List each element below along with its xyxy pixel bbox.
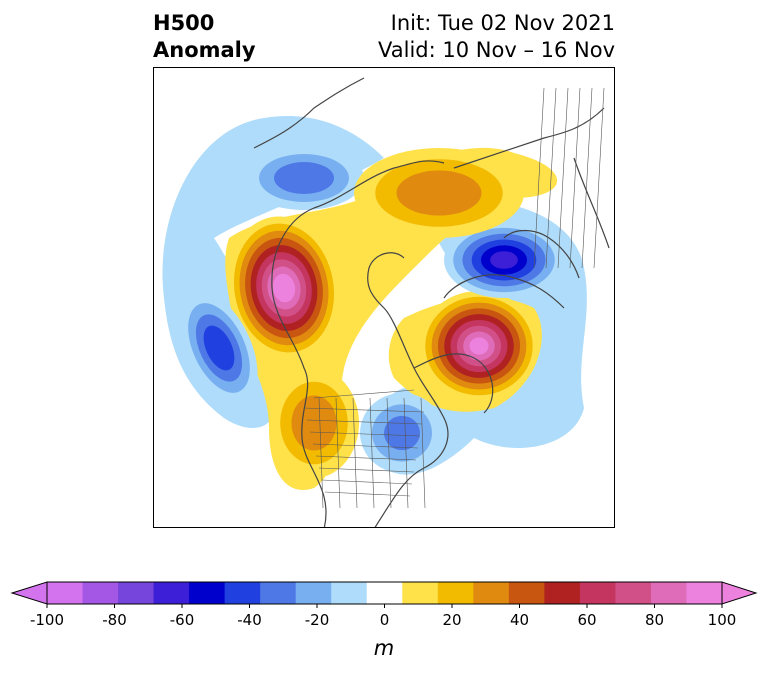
colorbar-segment <box>295 582 332 604</box>
colorbar-segment <box>366 582 403 604</box>
coastlines <box>253 77 610 527</box>
state-border <box>306 419 423 425</box>
country-border <box>533 87 545 269</box>
state-border <box>309 431 421 437</box>
anomaly-positive-west-canada <box>228 216 340 360</box>
country-border <box>593 87 605 269</box>
state-border <box>318 397 324 509</box>
title-anomaly: Anomaly <box>153 38 256 62</box>
colorbar-segment <box>82 582 119 604</box>
colorbar-tick-label: -80 <box>102 611 127 629</box>
contour-fill <box>490 251 518 269</box>
colorbar-segment <box>331 582 368 604</box>
state-border <box>303 407 425 413</box>
anomaly-negative-eastern-us <box>360 393 444 473</box>
anomaly-positive-north-atlantic <box>419 291 539 401</box>
init-date-label: Init: Tue 02 Nov 2021 <box>390 11 615 35</box>
colorbar-segment <box>118 582 155 604</box>
state-border <box>335 397 341 509</box>
coastline <box>413 353 494 414</box>
contour-fill <box>384 415 420 451</box>
colorbar-tick-label: 60 <box>577 611 596 629</box>
country-border <box>569 87 581 269</box>
colorbar-tick-label: -20 <box>305 611 330 629</box>
colorbar-segment <box>473 582 510 604</box>
state-border <box>318 467 415 473</box>
colorbar-tick-label: 80 <box>645 611 664 629</box>
anomaly-negative-north-pacific <box>180 291 258 405</box>
state-border <box>321 479 413 485</box>
anomaly-negative-east-siberia <box>244 146 364 210</box>
map-title-right: Init: Tue 02 Nov 2021 Valid: 10 Nov – 16… <box>378 10 615 64</box>
colorbar-tick-label: -100 <box>30 611 64 629</box>
country-border <box>557 87 569 269</box>
colorbar-units-label: m <box>373 636 395 660</box>
colorbar-extend-min <box>10 581 48 605</box>
state-border <box>420 397 426 509</box>
coastline <box>443 274 565 309</box>
colorbar-tick-label: 20 <box>442 611 461 629</box>
contour-fill <box>291 395 337 451</box>
coastline <box>253 77 365 149</box>
anomaly-positive-arctic-siberia <box>354 148 524 238</box>
state-border <box>369 397 375 509</box>
coastline <box>503 229 580 279</box>
colorbar-segment <box>615 582 652 604</box>
map-panel <box>153 67 615 528</box>
coastline <box>271 160 445 527</box>
state-border <box>386 397 392 509</box>
colorbar-tick-label: 100 <box>708 611 737 629</box>
valid-date-label: Valid: 10 Nov – 16 Nov <box>378 38 615 62</box>
contour-fill <box>203 325 235 371</box>
colorbar-extend-max <box>721 581 758 605</box>
state-border <box>312 443 419 449</box>
colorbar: -100 -80 -60 -40 -20 0 20 40 60 80 100 <box>10 581 758 629</box>
contour-fill <box>272 273 296 303</box>
anomaly-negative-northern-russia <box>444 222 564 298</box>
colorbar-segment <box>189 582 226 604</box>
state-border <box>352 397 358 509</box>
colorbar-segment <box>437 582 474 604</box>
state-border <box>315 455 417 461</box>
colorbar-segment <box>153 582 190 604</box>
colorbar-segment <box>260 582 297 604</box>
map-title-left: H500 Anomaly <box>153 10 256 64</box>
title-variable: H500 <box>153 11 215 35</box>
anomaly-positive-western-us <box>269 368 359 478</box>
political-borders <box>303 87 605 509</box>
colorbar-segment <box>686 582 723 604</box>
colorbar-segment <box>402 582 439 604</box>
colorbar-segment <box>579 582 616 604</box>
country-border <box>545 87 557 269</box>
colorbar-tick-label: -40 <box>237 611 262 629</box>
country-border <box>581 87 593 269</box>
colorbar-segment <box>47 582 84 604</box>
contour-fill <box>396 170 482 216</box>
contour-fill <box>469 337 489 355</box>
anomaly-fields <box>162 116 587 490</box>
coastline <box>453 107 605 169</box>
anomaly-map <box>162 77 610 527</box>
colorbar-tick-label: 40 <box>510 611 529 629</box>
colorbar-segment <box>544 582 581 604</box>
colorbar-segment <box>650 582 687 604</box>
us-canada-border <box>313 389 415 399</box>
colorbar-tick-label: -60 <box>170 611 195 629</box>
coastline <box>573 157 610 249</box>
colorbar-segment <box>224 582 261 604</box>
colorbar-segment <box>508 582 545 604</box>
contour-fill <box>274 162 334 194</box>
colorbar-tick-label: 0 <box>380 611 390 629</box>
state-border <box>403 397 409 509</box>
